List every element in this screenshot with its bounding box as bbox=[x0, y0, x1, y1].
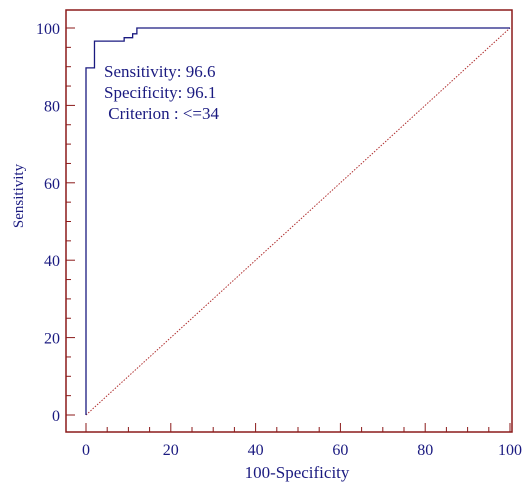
annotation-specificity: Specificity: 96.1 bbox=[104, 83, 216, 102]
x-axis-title: 100-Specificity bbox=[245, 463, 350, 482]
roc-curve-line bbox=[85, 27, 510, 415]
annotation-sensitivity: Sensitivity: 96.6 bbox=[104, 62, 215, 81]
x-tick-label: 80 bbox=[417, 442, 433, 459]
y-tick-label: 60 bbox=[44, 176, 60, 193]
tick-labels: 0 20 40 60 80 100 0 20 40 60 80 100 bbox=[36, 21, 522, 459]
x-tick-label: 20 bbox=[163, 442, 179, 459]
reference-diagonal bbox=[85, 27, 511, 416]
y-tick-label: 80 bbox=[44, 98, 60, 115]
y-tick-label: 0 bbox=[52, 408, 60, 425]
tick-marks bbox=[66, 27, 511, 432]
x-tick-label: 0 bbox=[82, 442, 90, 459]
x-tick-label: 60 bbox=[332, 442, 348, 459]
y-axis-title: Sensitivity bbox=[11, 163, 27, 228]
y-tick-label: 100 bbox=[36, 21, 60, 38]
y-tick-label: 40 bbox=[44, 253, 60, 270]
x-tick-label: 100 bbox=[498, 442, 522, 459]
x-tick-label: 40 bbox=[248, 442, 264, 459]
annotation-criterion: Criterion : <=34 bbox=[104, 104, 220, 123]
y-tick-label: 20 bbox=[44, 331, 60, 348]
